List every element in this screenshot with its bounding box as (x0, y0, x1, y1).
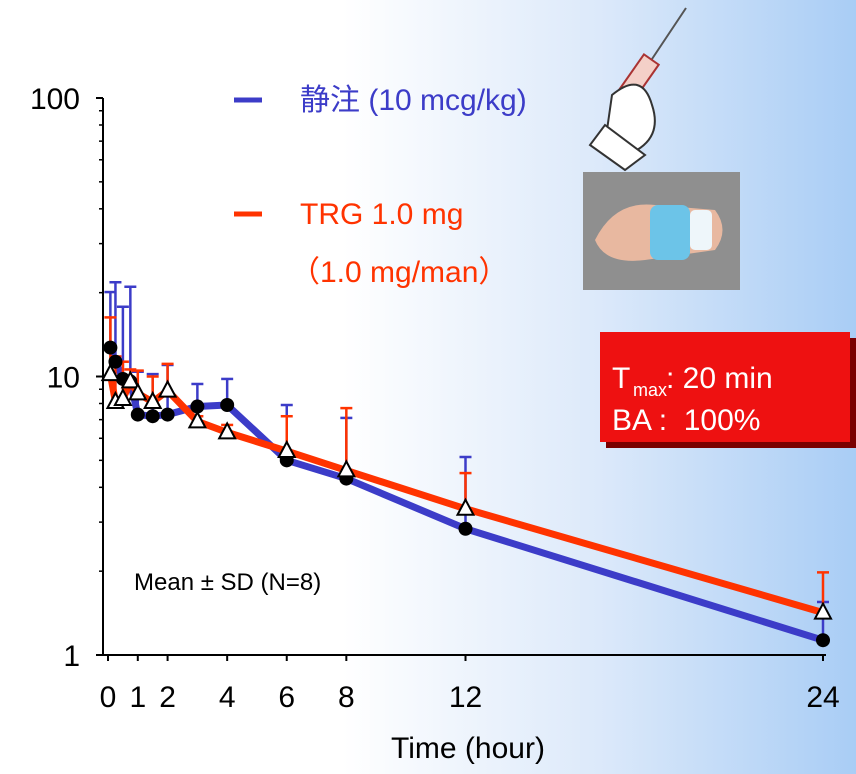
x-tick-label: 24 (806, 681, 839, 714)
x-tick-label: 2 (159, 681, 176, 714)
x-tick-label: 6 (278, 681, 295, 714)
legend-note: （1.0 mg/man） (290, 256, 508, 289)
point (160, 382, 176, 397)
y-tick-label: 100 (30, 83, 80, 116)
ba-value: BA : 100% (612, 404, 760, 437)
annotation: Mean ± SD (N=8) (134, 569, 321, 596)
error-bar (124, 287, 136, 382)
y-tick-label: 1 (63, 640, 80, 673)
point (103, 341, 117, 355)
point (459, 522, 473, 536)
point (131, 408, 145, 422)
spray-photo (583, 172, 740, 290)
slide: T max : 20 min BA : 100% Time (hour) Mea… (0, 0, 856, 774)
chart: T max : 20 min BA : 100% Time (hour) Mea… (0, 0, 856, 774)
x-tick-label: 0 (100, 681, 117, 714)
legend-label: TRG 1.0 mg (300, 198, 463, 231)
x-tick-label: 4 (219, 681, 236, 714)
point (161, 408, 175, 422)
tmax-subscript: max (633, 380, 667, 400)
syringe-illustration (590, 8, 686, 170)
legend-label: 静注 (10 mcg/kg) (300, 84, 527, 117)
y-tick-label: 10 (47, 362, 80, 395)
x-tick-label: 8 (338, 681, 355, 714)
x-tick-label: 1 (129, 681, 146, 714)
tmax-symbol: T (612, 362, 630, 395)
point (816, 633, 830, 647)
x-axis-title: Time (hour) (391, 732, 545, 765)
point (220, 398, 234, 412)
result-box: T max : 20 min BA : 100% (600, 332, 856, 448)
x-tick-label: 12 (449, 681, 482, 714)
point (146, 409, 160, 423)
tmax-value: : 20 min (666, 362, 773, 395)
